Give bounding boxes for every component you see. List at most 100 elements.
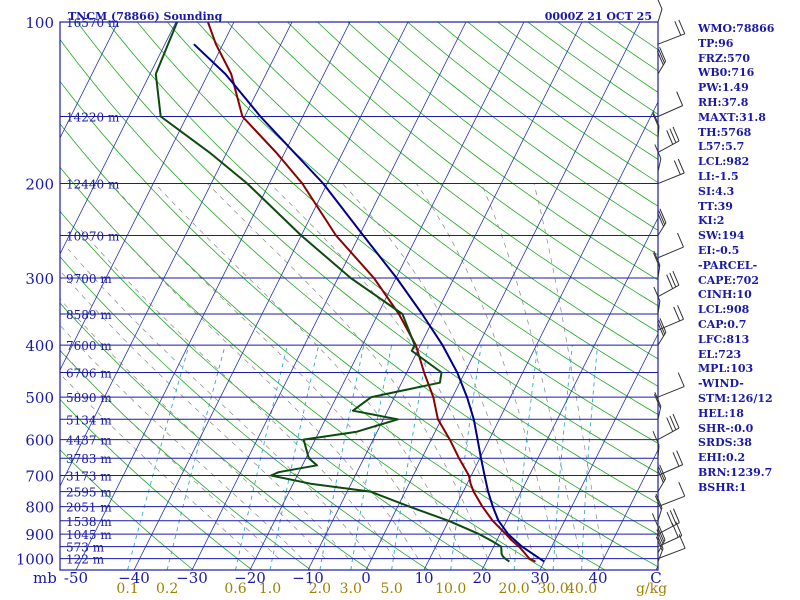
mixing-ratio-line	[350, 345, 393, 570]
mixing-ratio-label: 40.0	[566, 581, 597, 597]
isotherm	[365, 22, 641, 570]
station-title: TNCM (78866) Sounding	[68, 10, 223, 23]
height-label: 2051 m	[66, 501, 112, 515]
pressure-tick-label: 600	[25, 432, 54, 450]
wind-barb	[657, 521, 683, 548]
dry-adiabat	[60, 449, 194, 570]
indices-panel: WMO:78866 TP:96 FRZ:570 WB0:716 PW:1.49 RH:37…	[698, 22, 798, 496]
mixing-ratio-line	[166, 344, 226, 570]
dry-adiabat	[227, 22, 658, 360]
pressure-tick-label: 700	[25, 468, 54, 486]
wind-barb	[657, 318, 667, 346]
height-label: 5890 m	[66, 391, 112, 405]
temperature-tick-label: 20	[472, 569, 491, 587]
mixing-ratio-label: 30.0	[538, 581, 569, 597]
index-line: KI:2	[698, 214, 725, 228]
pressure-tick-label: 400	[25, 337, 54, 355]
mixing-ratio-label: 3.0	[340, 581, 362, 597]
mixing-ratio-label: 5.0	[380, 581, 402, 597]
index-line: CAP:0.7	[698, 317, 747, 331]
sounding-time: 0000Z 21 OCT 25	[545, 10, 652, 23]
pressure-tick-label: 100	[25, 14, 54, 32]
index-line: LI:-1.5	[698, 169, 739, 183]
moist-adiabat	[533, 183, 605, 559]
index-line: LCL:982	[698, 155, 750, 169]
mixing-ratio-line	[552, 345, 573, 570]
height-label: 12440 m	[66, 178, 120, 192]
mixing-ratio-label: 0.2	[156, 581, 178, 597]
wind-barb	[655, 534, 664, 562]
mixing-ratio-line	[581, 345, 599, 570]
temperature-tick-label: −30	[176, 569, 208, 587]
isotherm	[481, 217, 658, 570]
isotherm	[60, 22, 293, 487]
moist-adiabat	[67, 248, 372, 559]
index-line: EI:-0.5	[698, 243, 740, 257]
index-line: BRN:1239.7	[698, 465, 773, 479]
wind-barbs	[651, 0, 686, 562]
profile-series-line	[154, 22, 510, 563]
wind-barb	[652, 111, 660, 139]
pressure-tick-label: 300	[25, 270, 54, 288]
height-label: 7600 m	[66, 339, 112, 353]
index-line: BSHR:1	[698, 480, 747, 494]
height-label: 14220 m	[66, 110, 120, 124]
index-line: -WIND-	[698, 377, 744, 391]
dry-adiabat	[467, 22, 658, 160]
moist-adiabat	[60, 349, 280, 559]
index-line: LFC:813	[698, 332, 750, 346]
index-line: STM:126/12	[698, 391, 773, 405]
temperature-tick-label: 30	[530, 569, 549, 587]
dry-adiabat	[347, 22, 658, 256]
dry-adiabat	[166, 22, 658, 415]
plot-frame	[59, 21, 659, 571]
moist-adiabat	[77, 225, 396, 559]
isotherm	[75, 22, 351, 570]
axis-labels: 0.1 0.2 0.6 1.0 2.0 3.0 5.0 10.0 20.0 30.040.0 g/k…	[16, 14, 667, 597]
index-line: EHI:0.2	[698, 451, 746, 465]
height-label: 6706 m	[66, 367, 112, 381]
temperature-tick-label: −40	[118, 569, 150, 587]
temperature-unit: C	[650, 569, 661, 587]
index-line: WMO:78866	[698, 22, 775, 35]
dry-adiabat	[407, 22, 658, 207]
height-label: 9700 m	[66, 272, 112, 286]
wind-barb	[657, 126, 680, 153]
mixing-ratio-label: 20.0	[499, 581, 530, 597]
mixing-ratio-line	[127, 344, 190, 570]
dry-adiabat	[377, 22, 658, 231]
temperature-tick-label: −20	[234, 569, 266, 587]
pressure-tick-label: 900	[25, 526, 54, 544]
height-label: 2595 m	[66, 486, 112, 500]
wind-barb	[653, 286, 661, 315]
mixing-ratio-label: 1.0	[259, 581, 281, 597]
pressure-tick-label: 1000	[16, 551, 54, 569]
mixing-ratio-line	[269, 344, 320, 570]
dry-adiabat	[287, 22, 658, 307]
profile-lines	[154, 22, 545, 563]
index-line: SW:194	[698, 229, 745, 243]
moist-adiabat	[154, 183, 465, 559]
pressure-axis-unit: mb	[33, 569, 57, 587]
mixing-ratio-line	[319, 345, 365, 570]
isotherm	[60, 22, 177, 255]
index-line: L57:5.7	[698, 140, 745, 154]
index-line: TT:39	[698, 199, 733, 213]
isotherm	[423, 101, 658, 570]
height-label: 3173 m	[66, 470, 112, 484]
mixing-ratio-label: 2.0	[309, 581, 331, 597]
wind-barb	[654, 493, 663, 521]
dry-adiabat	[60, 80, 658, 568]
index-line: LCL:908	[698, 303, 750, 317]
temperature-tick-label: 0	[361, 569, 371, 587]
mixing-ratio-unit: g/kg	[636, 581, 667, 597]
dry-adiabat	[437, 22, 658, 184]
isotherm	[133, 22, 409, 570]
wind-barb	[657, 270, 680, 298]
temperature-tick-label: 40	[588, 569, 607, 587]
height-label: 122 m	[66, 553, 105, 567]
wind-barb	[657, 0, 663, 23]
index-line: SI:4.3	[698, 184, 735, 198]
wind-barb	[657, 482, 686, 508]
isotherm	[60, 22, 119, 139]
